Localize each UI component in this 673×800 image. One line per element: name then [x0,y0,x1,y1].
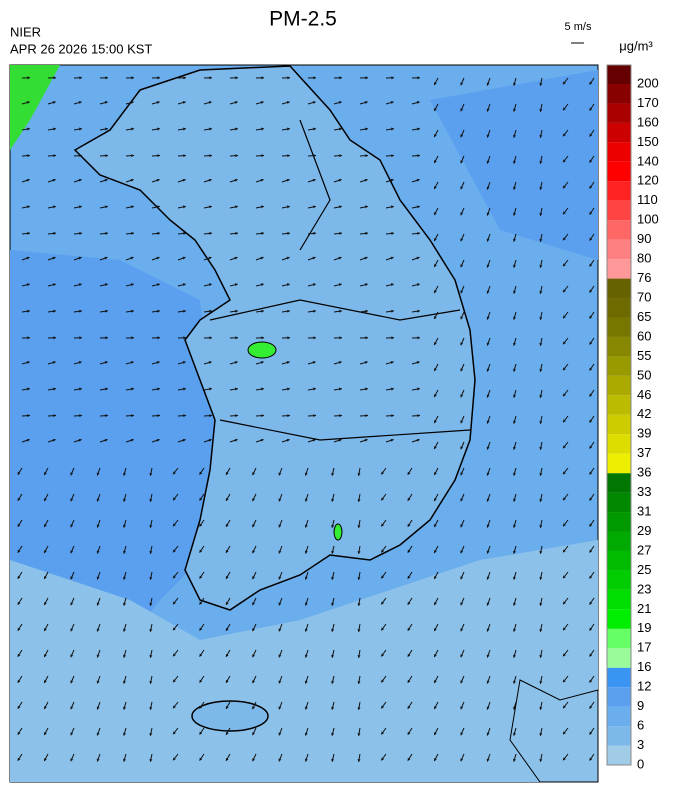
colorbar-segment [607,590,631,609]
colorbar: 0369121617192123252729313336373942465055… [607,65,659,771]
timestamp: APR 26 2026 15:00 KST [10,41,152,56]
colorbar-segment [607,123,631,142]
colorbar-label: 76 [637,270,651,285]
colorbar-segment [607,648,631,667]
colorbar-segment [607,376,631,395]
colorbar-label: 37 [637,445,651,460]
colorbar-segment [607,279,631,298]
colorbar-label: 9 [637,698,644,713]
colorbar-segment [607,259,631,278]
map [10,65,598,782]
colorbar-label: 50 [637,367,651,382]
colorbar-segment [607,726,631,745]
wind-reference: 5 m/s [565,21,592,33]
colorbar-label: 27 [637,542,651,557]
colorbar-label: 36 [637,465,651,480]
colorbar-label: 0 [637,756,644,771]
colorbar-label: 17 [637,640,651,655]
colorbar-label: 25 [637,562,651,577]
colorbar-label: 16 [637,659,651,674]
colorbar-segment [607,551,631,570]
colorbar-segment [607,454,631,473]
colorbar-segment [607,298,631,317]
colorbar-segment [607,201,631,220]
colorbar-segment [607,434,631,453]
colorbar-label: 70 [637,289,651,304]
colorbar-segment [607,415,631,434]
colorbar-label: 29 [637,523,651,538]
title: PM-2.5 [269,8,337,31]
colorbar-segment [607,84,631,103]
agency: NIER [10,24,41,39]
colorbar-segment [607,629,631,648]
colorbar-label: 120 [637,173,659,188]
colorbar-segment [607,220,631,239]
colorbar-segment [607,746,631,765]
colorbar-segment [607,668,631,687]
colorbar-label: 80 [637,251,651,266]
colorbar-label: 42 [637,406,651,421]
colorbar-label: 6 [637,718,644,733]
colorbar-label: 55 [637,348,651,363]
colorbar-segment [607,512,631,531]
colorbar-segment [607,337,631,356]
colorbar-segment [607,356,631,375]
colorbar-segment [607,570,631,589]
colorbar-segment [607,65,631,84]
colorbar-label: 31 [637,503,651,518]
colorbar-label: 60 [637,328,651,343]
colorbar-segment [607,532,631,551]
colorbar-label: 160 [637,114,659,129]
colorbar-label: 65 [637,309,651,324]
colorbar-segment [607,395,631,414]
colorbar-label: 33 [637,484,651,499]
colorbar-segment [607,707,631,726]
colorbar-segment [607,493,631,512]
colorbar-label: 100 [637,212,659,227]
colorbar-label: 150 [637,134,659,149]
colorbar-segment [607,687,631,706]
hotspot [334,524,342,540]
colorbar-label: 3 [637,737,644,752]
colorbar-label: 170 [637,95,659,110]
colorbar-segment [607,181,631,200]
colorbar-label: 46 [637,387,651,402]
colorbar-segment [607,162,631,181]
colorbar-segment [607,473,631,492]
colorbar-segment [607,103,631,122]
colorbar-segment [607,240,631,259]
colorbar-label: 110 [637,192,658,207]
hotspot [248,342,276,358]
units: μg/m³ [619,38,653,53]
colorbar-label: 12 [637,679,651,694]
colorbar-label: 90 [637,231,651,246]
colorbar-label: 140 [637,153,659,168]
colorbar-segment [607,609,631,628]
colorbar-segment [607,142,631,161]
jeju-island [192,701,268,731]
colorbar-label: 21 [637,601,651,616]
colorbar-label: 19 [637,620,651,635]
colorbar-label: 23 [637,581,651,596]
colorbar-label: 39 [637,426,651,441]
colorbar-label: 200 [637,75,659,90]
colorbar-segment [607,317,631,336]
